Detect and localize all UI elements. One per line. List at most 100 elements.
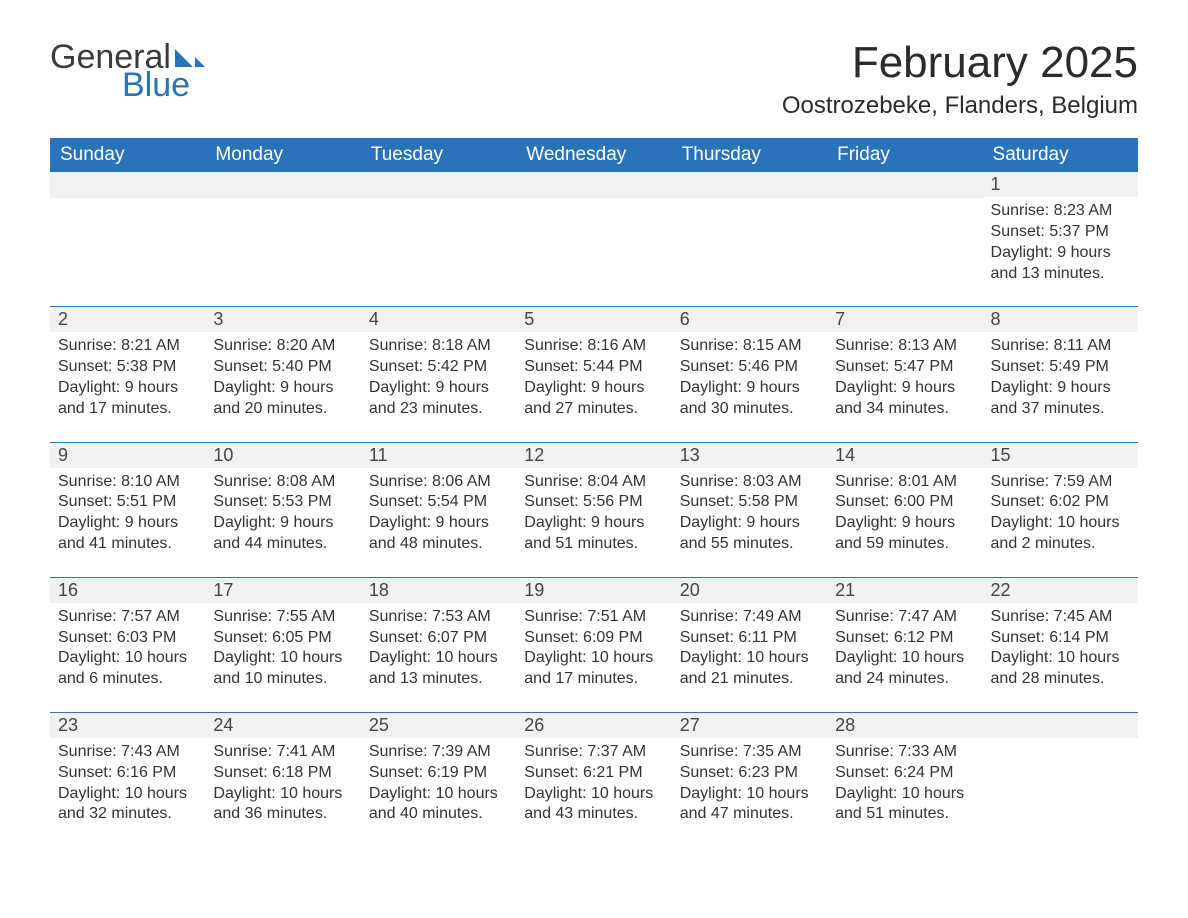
day-header: Sunday [50, 138, 205, 172]
calendar-cell: 22Sunrise: 7:45 AMSunset: 6:14 PMDayligh… [983, 577, 1138, 712]
calendar-cell [50, 172, 205, 306]
calendar-cell: 20Sunrise: 7:49 AMSunset: 6:11 PMDayligh… [672, 577, 827, 712]
calendar-row: 23Sunrise: 7:43 AMSunset: 6:16 PMDayligh… [50, 712, 1138, 847]
day-number: 4 [361, 306, 516, 332]
day-details: Sunrise: 7:43 AMSunset: 6:16 PMDaylight:… [50, 738, 205, 825]
calendar-cell: 15Sunrise: 7:59 AMSunset: 6:02 PMDayligh… [983, 442, 1138, 577]
calendar-row: 1Sunrise: 8:23 AMSunset: 5:37 PMDaylight… [50, 172, 1138, 306]
day-header-row: SundayMondayTuesdayWednesdayThursdayFrid… [50, 138, 1138, 172]
day-number: 15 [983, 442, 1138, 468]
day-number: 8 [983, 306, 1138, 332]
day-number: 13 [672, 442, 827, 468]
day-details: Sunrise: 8:15 AMSunset: 5:46 PMDaylight:… [672, 332, 827, 419]
day-number: 28 [827, 712, 982, 738]
day-number: 27 [672, 712, 827, 738]
day-details: Sunrise: 7:57 AMSunset: 6:03 PMDaylight:… [50, 603, 205, 690]
calendar-cell: 8Sunrise: 8:11 AMSunset: 5:49 PMDaylight… [983, 306, 1138, 441]
day-details: Sunrise: 8:20 AMSunset: 5:40 PMDaylight:… [205, 332, 360, 419]
logo: General Blue [50, 40, 205, 102]
day-number: 2 [50, 306, 205, 332]
day-number [50, 172, 205, 198]
day-header: Saturday [983, 138, 1138, 172]
day-number: 17 [205, 577, 360, 603]
day-number: 21 [827, 577, 982, 603]
day-details: Sunrise: 7:35 AMSunset: 6:23 PMDaylight:… [672, 738, 827, 825]
day-number: 1 [983, 172, 1138, 197]
calendar-cell: 10Sunrise: 8:08 AMSunset: 5:53 PMDayligh… [205, 442, 360, 577]
calendar-cell: 12Sunrise: 8:04 AMSunset: 5:56 PMDayligh… [516, 442, 671, 577]
day-details: Sunrise: 8:10 AMSunset: 5:51 PMDaylight:… [50, 468, 205, 555]
calendar-cell: 28Sunrise: 7:33 AMSunset: 6:24 PMDayligh… [827, 712, 982, 847]
day-number: 20 [672, 577, 827, 603]
calendar-cell [516, 172, 671, 306]
calendar-cell: 3Sunrise: 8:20 AMSunset: 5:40 PMDaylight… [205, 306, 360, 441]
day-number: 9 [50, 442, 205, 468]
day-details: Sunrise: 8:18 AMSunset: 5:42 PMDaylight:… [361, 332, 516, 419]
day-number: 11 [361, 442, 516, 468]
day-number: 24 [205, 712, 360, 738]
calendar-table: SundayMondayTuesdayWednesdayThursdayFrid… [50, 138, 1138, 847]
location-text: Oostrozebeke, Flanders, Belgium [782, 92, 1138, 120]
day-details: Sunrise: 7:39 AMSunset: 6:19 PMDaylight:… [361, 738, 516, 825]
day-details: Sunrise: 8:04 AMSunset: 5:56 PMDaylight:… [516, 468, 671, 555]
day-details: Sunrise: 8:06 AMSunset: 5:54 PMDaylight:… [361, 468, 516, 555]
day-number: 10 [205, 442, 360, 468]
day-number: 25 [361, 712, 516, 738]
calendar-cell: 26Sunrise: 7:37 AMSunset: 6:21 PMDayligh… [516, 712, 671, 847]
day-header: Wednesday [516, 138, 671, 172]
calendar-cell: 9Sunrise: 8:10 AMSunset: 5:51 PMDaylight… [50, 442, 205, 577]
day-number [983, 712, 1138, 738]
logo-text-blue: Blue [122, 68, 205, 102]
calendar-cell [672, 172, 827, 306]
day-details: Sunrise: 7:41 AMSunset: 6:18 PMDaylight:… [205, 738, 360, 825]
day-number: 23 [50, 712, 205, 738]
day-number: 16 [50, 577, 205, 603]
day-number: 5 [516, 306, 671, 332]
day-details: Sunrise: 8:08 AMSunset: 5:53 PMDaylight:… [205, 468, 360, 555]
day-header: Tuesday [361, 138, 516, 172]
calendar-cell: 7Sunrise: 8:13 AMSunset: 5:47 PMDaylight… [827, 306, 982, 441]
header-block: General Blue February 2025 Oostrozebeke,… [50, 40, 1138, 120]
day-number: 19 [516, 577, 671, 603]
day-details: Sunrise: 7:51 AMSunset: 6:09 PMDaylight:… [516, 603, 671, 690]
calendar-cell: 4Sunrise: 8:18 AMSunset: 5:42 PMDaylight… [361, 306, 516, 441]
day-details: Sunrise: 8:16 AMSunset: 5:44 PMDaylight:… [516, 332, 671, 419]
title-block: February 2025 Oostrozebeke, Flanders, Be… [782, 40, 1138, 120]
calendar-cell: 24Sunrise: 7:41 AMSunset: 6:18 PMDayligh… [205, 712, 360, 847]
day-number [672, 172, 827, 198]
calendar-cell: 14Sunrise: 8:01 AMSunset: 6:00 PMDayligh… [827, 442, 982, 577]
day-details: Sunrise: 7:55 AMSunset: 6:05 PMDaylight:… [205, 603, 360, 690]
calendar-cell: 19Sunrise: 7:51 AMSunset: 6:09 PMDayligh… [516, 577, 671, 712]
day-details: Sunrise: 8:23 AMSunset: 5:37 PMDaylight:… [983, 197, 1138, 284]
day-header: Friday [827, 138, 982, 172]
calendar-cell: 1Sunrise: 8:23 AMSunset: 5:37 PMDaylight… [983, 172, 1138, 306]
page-title: February 2025 [782, 40, 1138, 86]
calendar-cell [983, 712, 1138, 847]
calendar-cell: 23Sunrise: 7:43 AMSunset: 6:16 PMDayligh… [50, 712, 205, 847]
calendar-row: 2Sunrise: 8:21 AMSunset: 5:38 PMDaylight… [50, 306, 1138, 441]
day-number: 14 [827, 442, 982, 468]
calendar-row: 16Sunrise: 7:57 AMSunset: 6:03 PMDayligh… [50, 577, 1138, 712]
day-number: 26 [516, 712, 671, 738]
day-number: 22 [983, 577, 1138, 603]
calendar-cell: 11Sunrise: 8:06 AMSunset: 5:54 PMDayligh… [361, 442, 516, 577]
day-details: Sunrise: 7:49 AMSunset: 6:11 PMDaylight:… [672, 603, 827, 690]
calendar-cell: 17Sunrise: 7:55 AMSunset: 6:05 PMDayligh… [205, 577, 360, 712]
day-details: Sunrise: 7:53 AMSunset: 6:07 PMDaylight:… [361, 603, 516, 690]
calendar-cell: 5Sunrise: 8:16 AMSunset: 5:44 PMDaylight… [516, 306, 671, 441]
day-number: 7 [827, 306, 982, 332]
calendar-row: 9Sunrise: 8:10 AMSunset: 5:51 PMDaylight… [50, 442, 1138, 577]
day-details: Sunrise: 8:21 AMSunset: 5:38 PMDaylight:… [50, 332, 205, 419]
day-details: Sunrise: 7:59 AMSunset: 6:02 PMDaylight:… [983, 468, 1138, 555]
day-details: Sunrise: 8:11 AMSunset: 5:49 PMDaylight:… [983, 332, 1138, 419]
day-number: 6 [672, 306, 827, 332]
calendar-cell [827, 172, 982, 306]
day-number [361, 172, 516, 198]
day-details: Sunrise: 7:37 AMSunset: 6:21 PMDaylight:… [516, 738, 671, 825]
day-number: 18 [361, 577, 516, 603]
day-details: Sunrise: 8:03 AMSunset: 5:58 PMDaylight:… [672, 468, 827, 555]
calendar-cell: 27Sunrise: 7:35 AMSunset: 6:23 PMDayligh… [672, 712, 827, 847]
calendar-cell: 16Sunrise: 7:57 AMSunset: 6:03 PMDayligh… [50, 577, 205, 712]
calendar-cell: 21Sunrise: 7:47 AMSunset: 6:12 PMDayligh… [827, 577, 982, 712]
calendar-cell: 18Sunrise: 7:53 AMSunset: 6:07 PMDayligh… [361, 577, 516, 712]
